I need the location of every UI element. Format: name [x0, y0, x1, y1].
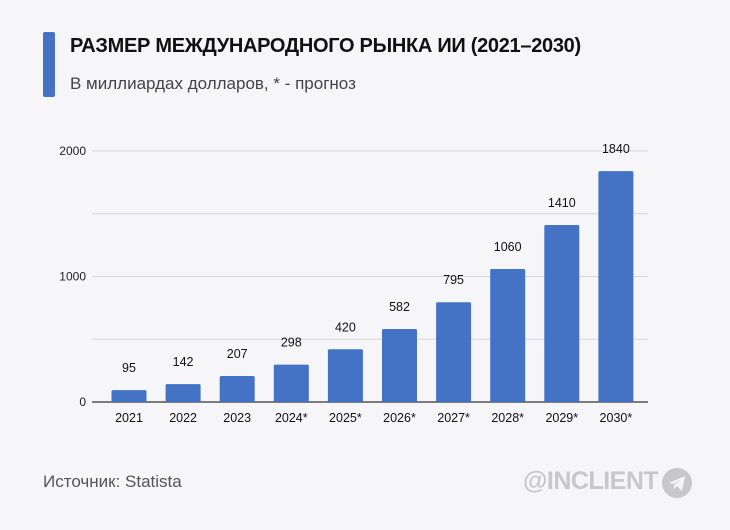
bar	[382, 328, 417, 402]
x-tick-label: 2030*	[600, 411, 633, 425]
source-text: Источник: Statista	[43, 472, 182, 491]
data-label: 582	[389, 300, 410, 314]
bar	[219, 376, 255, 402]
bar	[111, 390, 147, 402]
x-tick-label: 2026*	[383, 411, 416, 425]
y-tick-label: 2000	[59, 144, 86, 158]
bar	[436, 302, 472, 402]
chart-subtitle: В миллиардах долларов, * - прогноз	[70, 74, 356, 93]
x-tick-label: 2025*	[329, 411, 362, 425]
telegram-icon	[662, 468, 692, 498]
bar	[544, 225, 580, 402]
x-tick-label: 2021	[115, 411, 143, 425]
title-accent-bar	[43, 32, 55, 97]
bar	[273, 364, 309, 402]
bar	[327, 349, 363, 402]
data-label: 795	[443, 273, 464, 287]
bar	[598, 171, 634, 402]
data-label: 1410	[548, 196, 576, 210]
y-tick-label: 1000	[59, 270, 86, 284]
x-tick-label: 2022	[169, 411, 197, 425]
bar	[490, 268, 526, 402]
data-label: 420	[335, 320, 356, 334]
data-label: 298	[281, 336, 302, 350]
brand-watermark: @INCLIENT	[523, 467, 659, 495]
y-tick-label: 0	[79, 395, 86, 409]
data-label: 95	[122, 361, 136, 375]
x-tick-label: 2024*	[275, 411, 308, 425]
data-label: 1060	[494, 240, 522, 254]
data-label: 207	[227, 347, 248, 361]
x-tick-label: 2028*	[491, 411, 524, 425]
x-tick-label: 2023	[223, 411, 251, 425]
data-label: 142	[173, 355, 194, 369]
bar	[165, 384, 201, 402]
chart-title: РАЗМЕР МЕЖДУНАРОДНОГО РЫНКА ИИ (2021–203…	[70, 35, 581, 57]
x-tick-label: 2029*	[545, 411, 578, 425]
data-label: 1840	[602, 142, 630, 156]
x-tick-label: 2027*	[437, 411, 470, 425]
